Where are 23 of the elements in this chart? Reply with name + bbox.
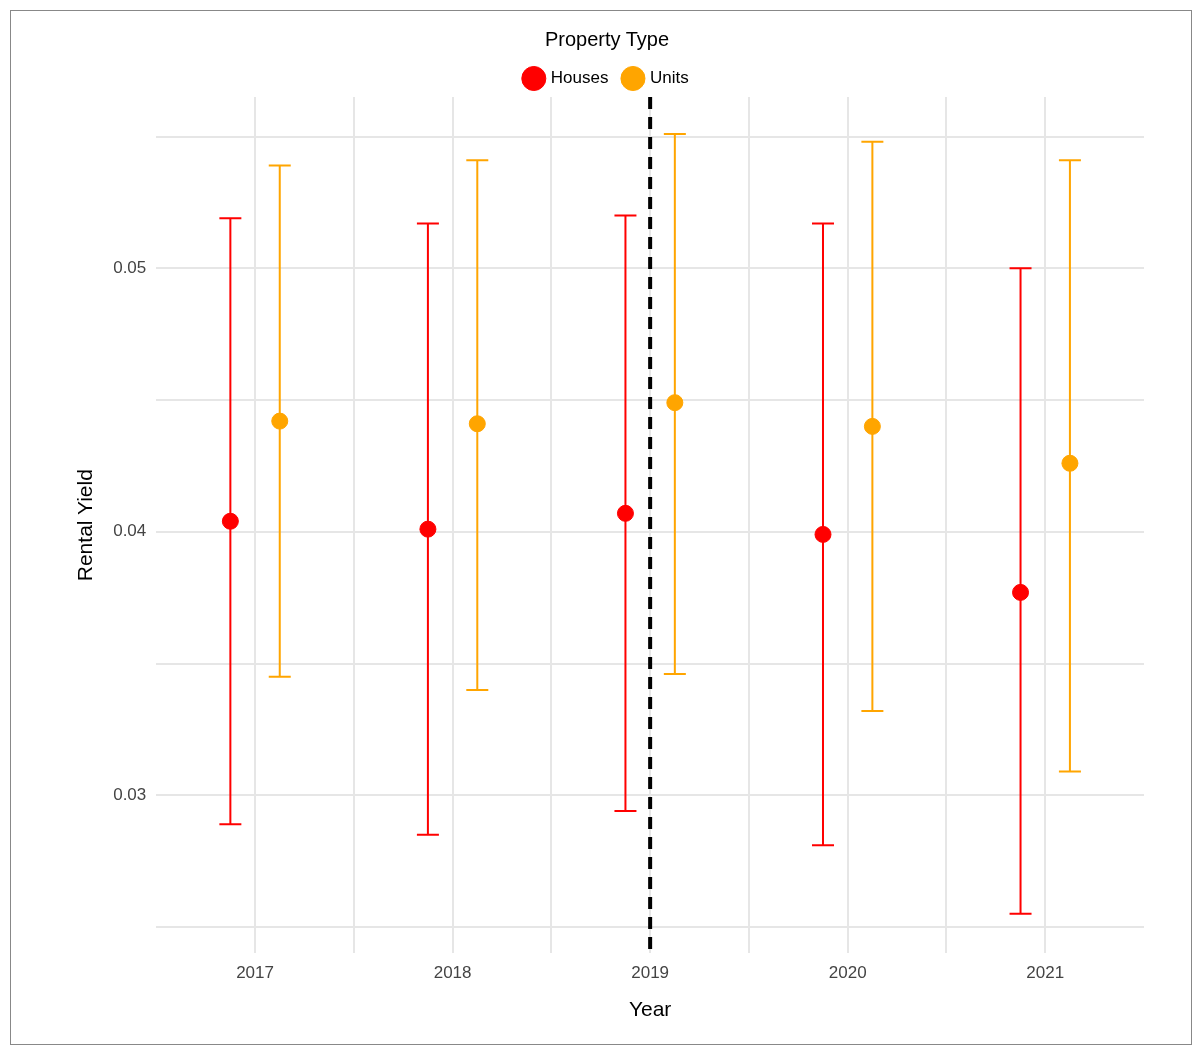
point (814, 525, 832, 543)
y-axis-title: Rental Yield (73, 469, 97, 582)
legend-title: Property Type (544, 27, 670, 50)
y-tick-label: 0.05 (113, 257, 147, 277)
legend-label: Units (649, 68, 689, 88)
x-axis-title: Year (628, 997, 672, 1021)
point (616, 504, 634, 522)
point (666, 394, 684, 412)
point (221, 512, 239, 530)
x-tick-label: 2018 (433, 963, 472, 983)
point (468, 415, 486, 433)
y-tick-label: 0.03 (113, 784, 147, 804)
x-tick-label: 2017 (236, 963, 274, 983)
x-tick-label: 2020 (828, 963, 867, 983)
y-tick-label: 0.04 (113, 521, 147, 541)
point (1012, 583, 1030, 601)
point (863, 417, 881, 435)
point (419, 520, 437, 538)
x-tick-label: 2021 (1026, 963, 1065, 983)
x-tick-label: 2019 (631, 963, 670, 983)
point (1061, 454, 1079, 472)
legend-label: Houses (550, 68, 609, 88)
point (271, 412, 289, 430)
